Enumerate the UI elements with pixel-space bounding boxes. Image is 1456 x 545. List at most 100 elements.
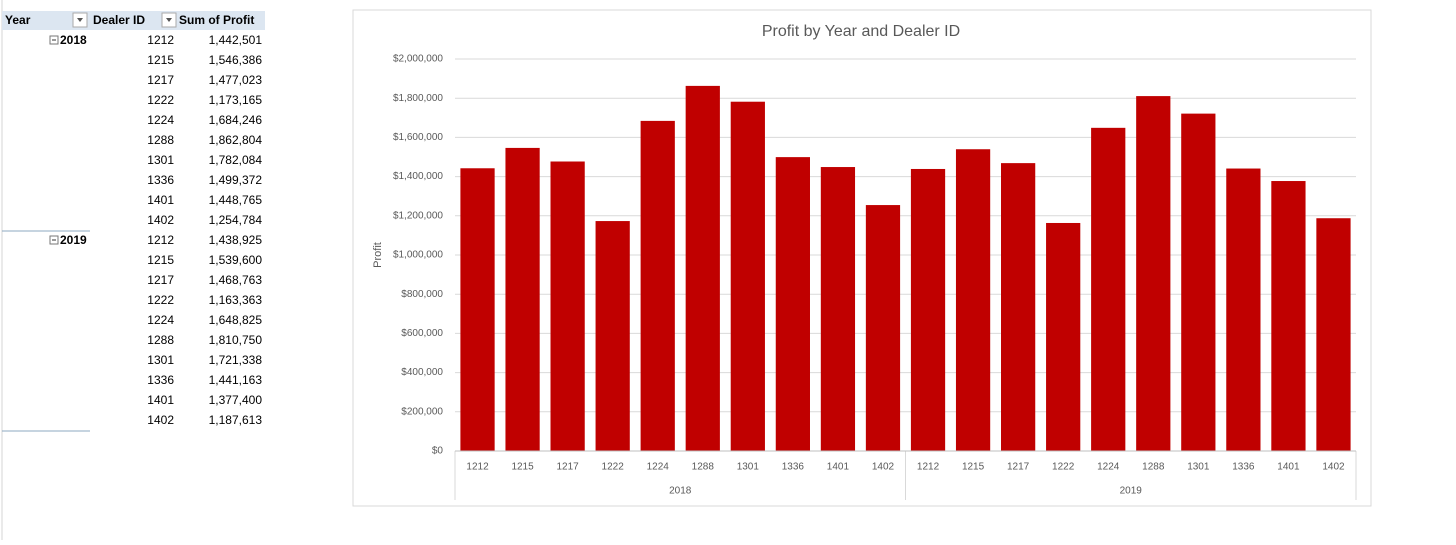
x-tick-label: 1222 — [602, 462, 625, 473]
x-group-label: 2018 — [669, 486, 692, 497]
bar[interactable] — [865, 205, 901, 451]
x-tick-label: 1217 — [557, 462, 580, 473]
dealer-id: 1215 — [147, 53, 174, 67]
x-tick-label: 1224 — [1097, 462, 1120, 473]
profit-sum: 1,442,501 — [209, 33, 263, 47]
x-tick-label: 1215 — [962, 462, 985, 473]
y-tick-label: $0 — [432, 446, 444, 457]
dealer-id: 1212 — [147, 233, 174, 247]
profit-sum: 1,173,165 — [209, 93, 263, 107]
profit-sum: 1,499,372 — [209, 173, 263, 187]
dealer-id: 1224 — [147, 113, 174, 127]
bar[interactable] — [685, 85, 720, 452]
profit-sum: 1,477,023 — [209, 73, 263, 87]
x-tick-label: 1401 — [1277, 462, 1300, 473]
pivot-year: 2018 — [60, 33, 87, 47]
x-tick-label: 1402 — [872, 462, 895, 473]
y-tick-label: $400,000 — [401, 367, 443, 378]
dealer-id: 1212 — [147, 33, 174, 47]
dealer-id: 1401 — [147, 393, 174, 407]
y-axis-label: Profit — [372, 242, 384, 268]
dealer-id: 1402 — [147, 213, 174, 227]
x-tick-label: 1224 — [647, 462, 670, 473]
dealer-id: 1224 — [147, 313, 174, 327]
y-tick-label: $1,400,000 — [393, 171, 443, 182]
profit-sum: 1,187,613 — [209, 413, 263, 427]
y-tick-label: $200,000 — [401, 406, 443, 417]
x-tick-label: 1288 — [1142, 462, 1165, 473]
filter-arrow — [77, 18, 83, 22]
bar[interactable] — [1091, 127, 1126, 452]
y-tick-label: $2,000,000 — [393, 54, 443, 65]
dealer-id: 1288 — [147, 333, 174, 347]
bar[interactable] — [550, 161, 585, 452]
bar[interactable] — [460, 168, 495, 451]
bar[interactable] — [955, 149, 991, 451]
x-tick-label: 1402 — [1322, 462, 1345, 473]
profit-sum: 1,254,784 — [209, 213, 263, 227]
profit-sum: 1,782,084 — [209, 153, 263, 167]
x-group-label: 2019 — [1120, 486, 1143, 497]
dealer-id: 1222 — [147, 93, 174, 107]
x-tick-label: 1217 — [1007, 462, 1030, 473]
pivot-header-bg — [2, 11, 265, 30]
profit-sum: 1,468,763 — [209, 273, 263, 287]
profit-sum: 1,441,163 — [209, 373, 263, 387]
profit-sum: 1,377,400 — [209, 393, 263, 407]
y-tick-label: $1,000,000 — [393, 250, 443, 261]
profit-sum: 1,448,765 — [209, 193, 263, 207]
bar[interactable] — [820, 167, 856, 451]
bar[interactable] — [775, 157, 810, 451]
x-tick-label: 1215 — [511, 462, 534, 473]
pivot-header: Dealer ID — [93, 13, 145, 27]
bar[interactable] — [1226, 168, 1261, 452]
profit-sum: 1,684,246 — [209, 113, 263, 127]
dealer-id: 1336 — [147, 173, 174, 187]
profit-sum: 1,862,804 — [209, 133, 263, 147]
bar[interactable] — [1001, 163, 1036, 452]
bar[interactable] — [730, 101, 765, 451]
x-tick-label: 1222 — [1052, 462, 1075, 473]
x-tick-label: 1288 — [692, 462, 715, 473]
dealer-id: 1301 — [147, 153, 174, 167]
x-tick-label: 1401 — [827, 462, 850, 473]
dealer-id: 1217 — [147, 273, 174, 287]
x-tick-label: 1336 — [1232, 462, 1255, 473]
profit-sum: 1,163,363 — [209, 293, 263, 307]
bar[interactable] — [640, 120, 675, 451]
x-tick-label: 1212 — [917, 462, 940, 473]
profit-sum: 1,810,750 — [209, 333, 263, 347]
x-tick-label: 1336 — [782, 462, 805, 473]
y-tick-label: $800,000 — [401, 289, 443, 300]
x-tick-label: 1301 — [737, 462, 760, 473]
dealer-id: 1215 — [147, 253, 174, 267]
dealer-id: 1217 — [147, 73, 174, 87]
chart-title: Profit by Year and Dealer ID — [762, 23, 960, 40]
profit-sum: 1,546,386 — [209, 53, 263, 67]
profit-sum: 1,539,600 — [209, 253, 263, 267]
bar[interactable] — [505, 147, 540, 452]
profit-sum: 1,721,338 — [209, 353, 263, 367]
dealer-id: 1402 — [147, 413, 174, 427]
bar[interactable] — [1316, 218, 1351, 451]
profit-sum: 1,438,925 — [209, 233, 263, 247]
bar[interactable] — [595, 221, 630, 451]
dealer-id: 1301 — [147, 353, 174, 367]
y-tick-label: $1,600,000 — [393, 132, 443, 143]
bar[interactable] — [1136, 96, 1171, 451]
dealer-id: 1401 — [147, 193, 174, 207]
pivot-header: Year — [5, 13, 31, 27]
dealer-id: 1222 — [147, 293, 174, 307]
pivot-header: Sum of Profit — [179, 13, 254, 27]
bar[interactable] — [910, 168, 946, 451]
filter-arrow — [166, 18, 172, 22]
x-tick-label: 1301 — [1187, 462, 1210, 473]
pivot-year: 2019 — [60, 233, 87, 247]
bar[interactable] — [1181, 113, 1216, 452]
bar[interactable] — [1271, 181, 1306, 451]
profit-sum: 1,648,825 — [209, 313, 263, 327]
dealer-id: 1288 — [147, 133, 174, 147]
x-tick-label: 1212 — [466, 462, 489, 473]
bar[interactable] — [1046, 222, 1081, 451]
